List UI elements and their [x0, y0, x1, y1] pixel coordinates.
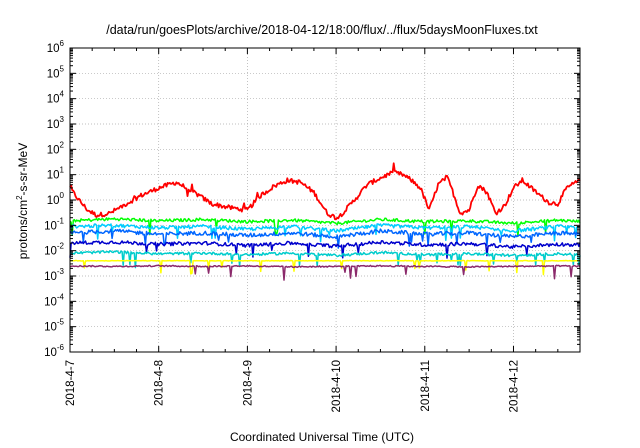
y-tick-label: 10-1 — [44, 216, 64, 232]
series-line — [69, 240, 581, 259]
x-tick-label: 2018-4-8 — [154, 360, 166, 406]
series-line — [69, 228, 581, 249]
x-tick-label: 2018-4-10 — [331, 360, 343, 412]
y-tick-label: 10-4 — [44, 292, 64, 308]
y-tick-label: 10-6 — [44, 343, 64, 359]
chart-title: /data/run/goesPlots/archive/2018-04-12/1… — [106, 23, 538, 37]
series-line — [69, 264, 581, 281]
series-line — [69, 223, 581, 243]
x-axis-label: Coordinated Universal Time (UTC) — [230, 430, 414, 444]
x-tick-label: 2018-4-12 — [508, 360, 520, 412]
y-tick-label: 103 — [47, 115, 65, 131]
series-line — [69, 217, 581, 238]
y-tick-label: 10-3 — [44, 267, 64, 283]
series-layer — [69, 162, 581, 281]
series-line — [69, 162, 581, 221]
y-tick-label: 102 — [47, 140, 65, 156]
y-tick-label: 10-5 — [44, 318, 64, 334]
series-line — [69, 250, 581, 269]
y-tick-label: 104 — [47, 90, 65, 106]
y-tick-label: 101 — [47, 166, 65, 182]
y-tick-label: 10-2 — [44, 242, 64, 258]
y-tick-label: 106 — [47, 39, 65, 55]
series-line — [69, 259, 581, 276]
ticks — [69, 47, 580, 353]
y-tick-label: 105 — [47, 64, 65, 80]
grid-lines — [70, 48, 580, 352]
y-tick-label: 100 — [47, 191, 65, 207]
y-axis-label: protons/cm2-s-sr-MeV — [15, 143, 30, 259]
x-tick-label: 2018-4-7 — [65, 360, 77, 406]
x-tick-label: 2018-4-9 — [242, 360, 254, 406]
x-tick-label: 2018-4-11 — [420, 360, 432, 412]
